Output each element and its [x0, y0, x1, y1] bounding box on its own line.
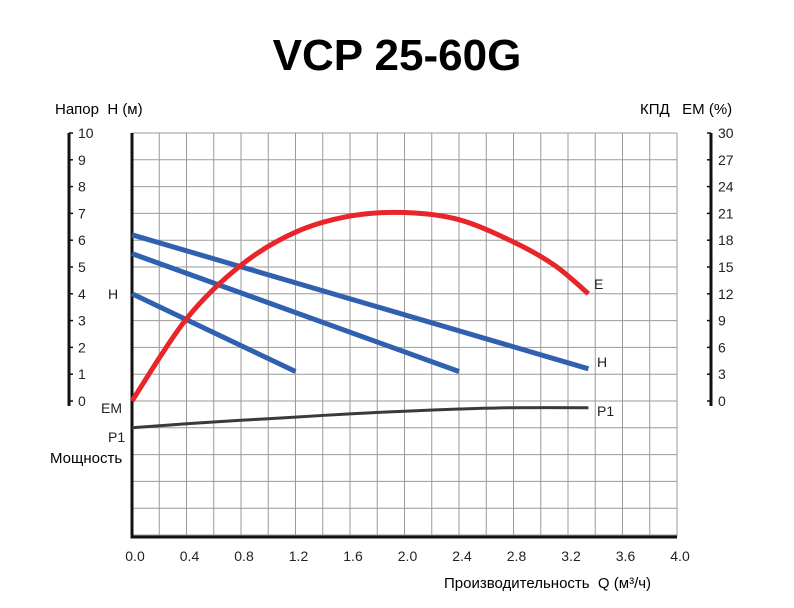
x-tick-label: 4.0	[670, 548, 690, 564]
curves	[129, 209, 591, 430]
curve-labels: H H E P1 P1 EM	[101, 276, 614, 445]
y-right-tick-label: 12	[718, 286, 734, 302]
y-right-tick-label: 30	[718, 125, 734, 141]
x-tick-label: 1.6	[343, 548, 363, 564]
y-left-tick-label: 4	[78, 286, 86, 302]
y-right-tick-label: 27	[718, 152, 734, 168]
chart-title: VCP 25-60G	[273, 31, 522, 80]
x-axis-label: Производительность Q (м³/ч)	[444, 575, 651, 592]
y-right-tick-label: 6	[718, 339, 726, 355]
head-curve-2	[131, 232, 590, 372]
em-label: EM	[101, 400, 122, 416]
efficiency-curve-3	[129, 209, 591, 403]
y-left-tick-label: 3	[78, 313, 86, 329]
y-right-tick-label: 9	[718, 313, 726, 329]
x-tick-label: 1.2	[289, 548, 309, 564]
y-left-tick-label: 10	[78, 125, 94, 141]
y-right-tick-label: 3	[718, 366, 726, 382]
y-right-tick-label: 18	[718, 232, 734, 248]
y-left-tick-label: 5	[78, 259, 86, 275]
head-label-left: H	[108, 286, 118, 302]
y-left-tick-label: 2	[78, 339, 86, 355]
y-right-axis-label: КПД ЕМ (%)	[640, 101, 732, 118]
y-right-tick-label: 24	[718, 179, 734, 195]
x-tick-label: 3.6	[616, 548, 636, 564]
x-tick-label: 2.0	[398, 548, 418, 564]
y-left-tick-label: 1	[78, 366, 86, 382]
y-left-tick-label: 9	[78, 152, 86, 168]
y-right-tick-label: 21	[718, 205, 734, 221]
head-label-right: H	[597, 354, 607, 370]
y-left-tick-label: 8	[78, 179, 86, 195]
power-label-left: P1	[108, 429, 125, 445]
grid	[131, 132, 678, 537]
x-tick-label: 0.0	[125, 548, 145, 564]
x-tick-label: 3.2	[561, 548, 581, 564]
head-curve-0	[130, 291, 297, 374]
axes	[67, 133, 713, 539]
x-tick-label: 0.8	[234, 548, 254, 564]
power-curve-4	[131, 406, 589, 430]
y-left-tick-label: 7	[78, 205, 86, 221]
head-curve-1	[131, 251, 460, 374]
power-label-right: P1	[597, 403, 614, 419]
y-right-tick-label: 15	[718, 259, 734, 275]
y-left-tick-label: 6	[78, 232, 86, 248]
x-tick-label: 0.4	[180, 548, 200, 564]
y-left-axis-label: Напор H (м)	[55, 101, 143, 118]
power-axis-label: Мощность	[50, 450, 122, 467]
y-right-tick-label: 0	[718, 393, 726, 409]
x-tick-label: 2.8	[507, 548, 527, 564]
y-left-tick-label: 0	[78, 393, 86, 409]
x-tick-label: 2.4	[452, 548, 472, 564]
efficiency-label: E	[594, 276, 603, 292]
